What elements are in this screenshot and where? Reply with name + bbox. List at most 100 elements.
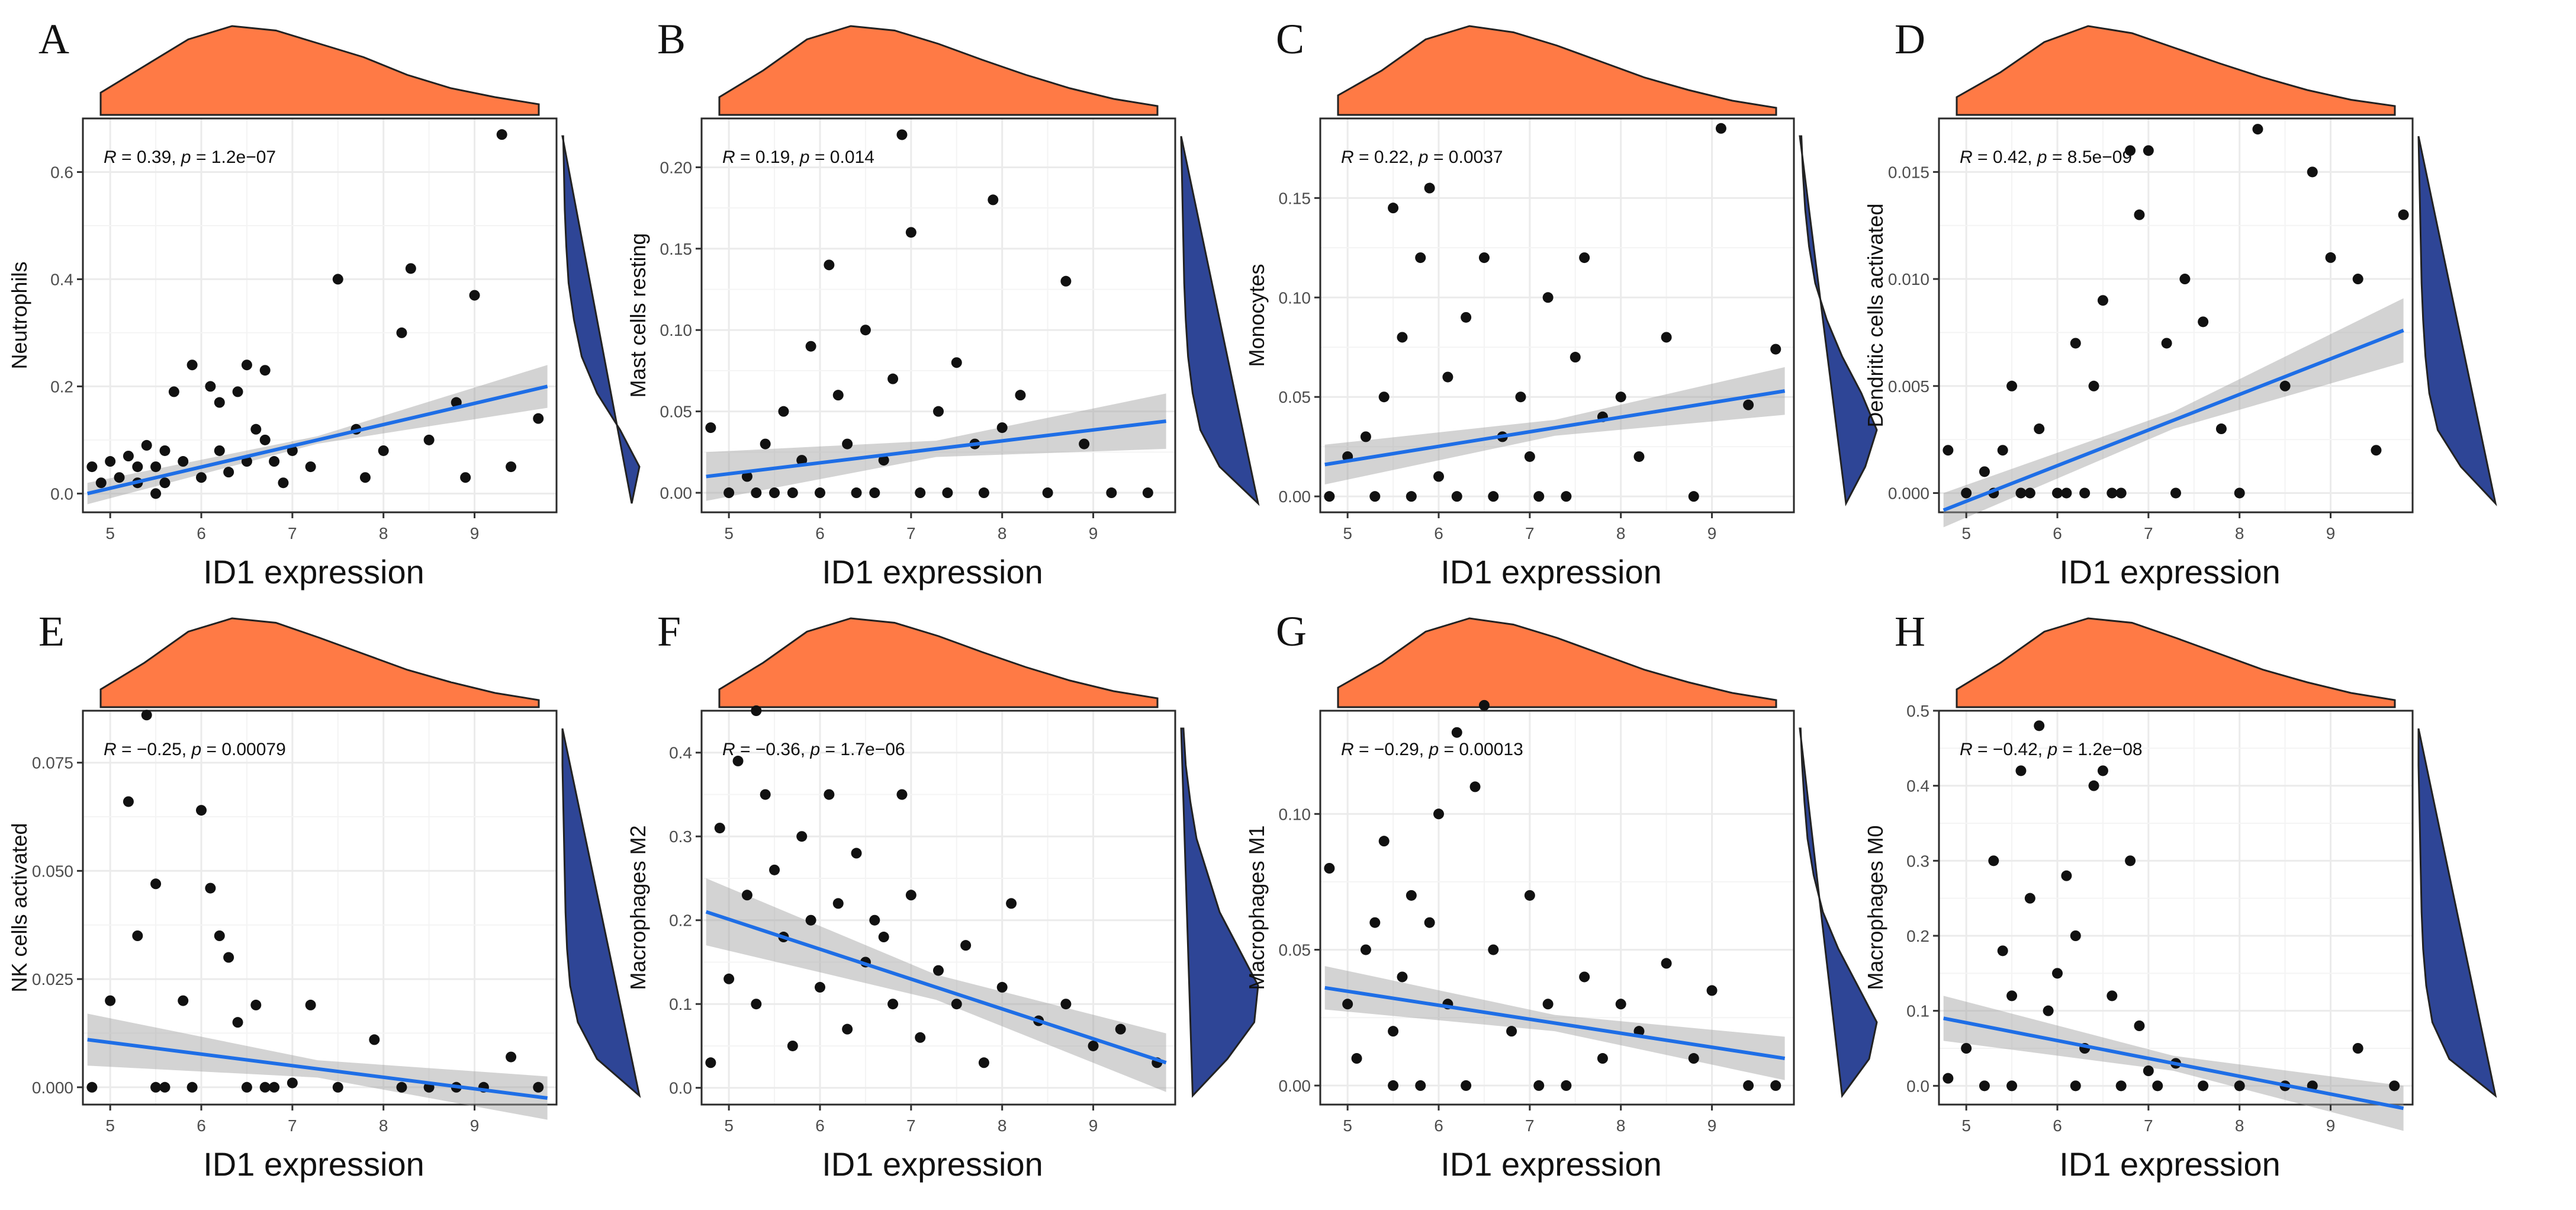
confidence-band: [1943, 298, 2404, 528]
data-point: [2070, 338, 2081, 349]
y-tick-label: 0.6: [50, 163, 73, 181]
data-point: [2088, 380, 2099, 391]
right-density-curve: [1180, 136, 1260, 506]
data-point: [2070, 1080, 2081, 1092]
data-point: [1488, 944, 1499, 955]
stat-value: = 0.0037: [1429, 147, 1503, 167]
data-point: [287, 1077, 298, 1089]
data-point: [250, 999, 262, 1010]
data-point: [1579, 971, 1590, 983]
data-point: [451, 397, 462, 408]
y-tick-label: 0.00: [1279, 1077, 1311, 1095]
data-point: [1006, 898, 1017, 909]
x-tick-label: 6: [815, 1116, 825, 1135]
stat-value: = 0.00079: [201, 740, 286, 759]
top-density-curve: [718, 617, 1159, 708]
data-point: [805, 914, 816, 926]
data-point: [1478, 252, 1490, 264]
data-point: [423, 434, 435, 445]
data-point: [2198, 1080, 2209, 1092]
data-point: [1442, 371, 1453, 383]
plot-border: [82, 117, 558, 513]
data-point: [196, 472, 207, 483]
data-point: [2161, 338, 2172, 349]
data-point: [1688, 491, 1699, 502]
plot-border: [1938, 117, 2414, 513]
data-point: [214, 930, 225, 941]
plot-area: [82, 710, 558, 1106]
stat-symbol: R: [104, 740, 117, 759]
data-point: [869, 487, 880, 499]
stat-symbol: p: [799, 147, 810, 167]
plot-border: [700, 710, 1176, 1106]
data-point: [1943, 445, 1954, 456]
data-point: [1770, 344, 1781, 355]
data-point: [396, 327, 407, 338]
x-tick-label: 9: [470, 524, 480, 543]
right-density-curve: [561, 135, 641, 504]
data-point: [2015, 487, 2027, 499]
data-point: [2125, 855, 2136, 866]
y-axis-title: Macrophages M2: [626, 825, 650, 990]
data-point: [2115, 1080, 2127, 1092]
data-point: [2352, 1043, 2363, 1054]
stat-symbol: R: [1960, 740, 1973, 759]
data-point: [2215, 423, 2227, 435]
regression-line: [1324, 986, 1786, 1060]
data-point: [1115, 1023, 1126, 1035]
data-point: [269, 1081, 280, 1093]
data-point: [741, 471, 752, 482]
data-point: [396, 1081, 407, 1093]
data-point: [278, 477, 289, 489]
data-point: [150, 488, 162, 499]
data-point: [2024, 893, 2035, 904]
data-point: [933, 406, 944, 417]
data-point: [1060, 999, 1072, 1010]
top-density-curve: [1956, 25, 2396, 116]
stat-value: = 1.2e−07: [191, 147, 276, 167]
data-point: [1079, 438, 1090, 450]
stat-value: = 8.5e−09: [2047, 147, 2132, 167]
data-point: [1378, 391, 1390, 403]
x-tick-label: 8: [379, 524, 388, 543]
data-point: [1351, 1053, 1362, 1064]
data-point: [905, 890, 916, 901]
data-point: [1397, 971, 1408, 983]
x-tick-label: 9: [2326, 1116, 2336, 1135]
stat-value: = −0.25,: [117, 740, 192, 759]
data-point: [214, 445, 225, 456]
data-point: [2006, 1080, 2018, 1092]
y-tick-label: 0.10: [1279, 805, 1311, 823]
data-point: [1943, 1073, 1954, 1084]
stat-value: = −0.36,: [735, 740, 811, 759]
regression-line: [705, 910, 1167, 1065]
data-point: [996, 981, 1008, 993]
stat-symbol: R: [104, 147, 117, 167]
panel-e: E R = −0.25, p = 0.00079 5 6 7 8 9 0.000 0.025 0.…: [7, 608, 641, 1183]
data-point: [2234, 1080, 2245, 1092]
data-point: [832, 898, 844, 909]
regression-line: [87, 1038, 548, 1100]
y-tick-label: 0.025: [32, 970, 73, 988]
data-point: [2115, 487, 2127, 499]
right-density-curve: [1180, 727, 1259, 1098]
y-tick-label: 0.10: [660, 321, 693, 339]
stat-value: = −0.42,: [1973, 740, 2048, 759]
data-point: [1406, 890, 1417, 901]
top-density-curve: [99, 617, 540, 708]
stat-symbol: p: [1418, 147, 1429, 167]
data-point: [887, 999, 899, 1010]
data-point: [232, 386, 243, 397]
data-point: [105, 456, 116, 467]
data-point: [114, 472, 125, 483]
data-point: [1506, 1026, 1517, 1037]
x-axis-title: ID1 expression: [822, 1145, 1043, 1183]
data-point: [878, 455, 889, 466]
correlation-label: R = −0.36, p = 1.7e−06: [722, 740, 905, 759]
data-point: [2134, 1020, 2145, 1031]
confidence-band: [1324, 367, 1785, 484]
data-point: [223, 467, 234, 478]
data-point: [159, 477, 171, 489]
data-point: [878, 932, 889, 943]
top-density-curve: [1956, 617, 2396, 708]
